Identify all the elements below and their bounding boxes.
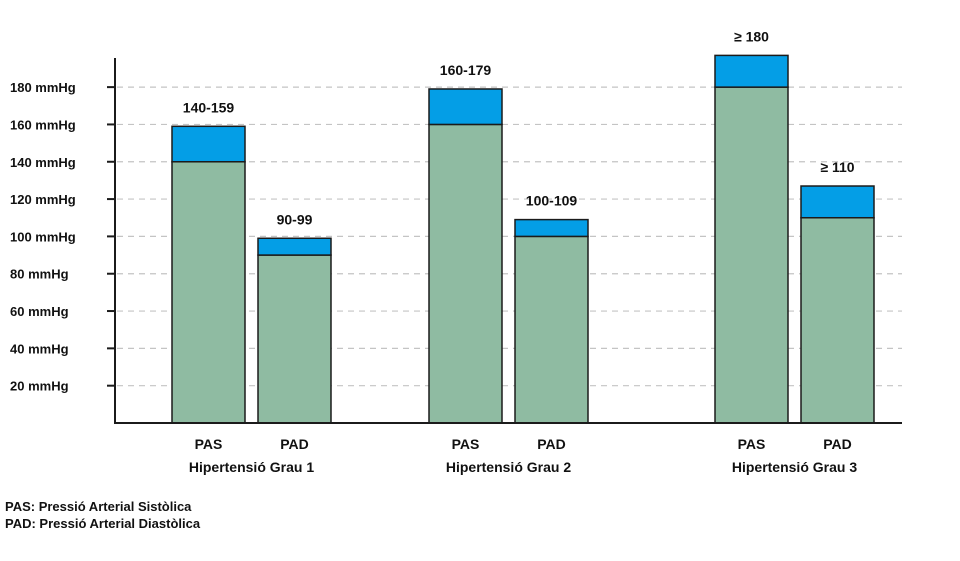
y-tick-label: 160 mmHg [10,117,76,132]
bar-base-segment [514,235,589,424]
y-tick-label: 80 mmHg [10,267,69,282]
data-label: 140-159 [183,99,235,115]
data-label: ≥ 180 [734,28,769,44]
y-tick-label: 120 mmHg [10,192,76,207]
bar-base-segment [428,123,503,424]
bar-range-segment [171,125,246,163]
bar-range-segment [257,237,332,256]
y-tick-label: 20 mmHg [10,379,69,394]
y-tick-label: 40 mmHg [10,341,69,356]
y-tick-label: 60 mmHg [10,304,69,319]
group-label: Hipertensió Grau 2 [446,459,571,475]
bar-range-segment [800,185,875,219]
note-pad: PAD: Pressió Arterial Diastòlica [5,516,201,531]
note-pas: PAS: Pressió Arterial Sistòlica [5,499,192,514]
group-label: Hipertensió Grau 1 [189,459,314,475]
data-label: ≥ 110 [820,159,854,175]
category-label: PAD [823,436,852,452]
bar-base-segment [714,86,789,424]
data-label: 100-109 [526,193,578,209]
y-tick-label: 100 mmHg [10,229,76,244]
category-label: PAD [537,436,566,452]
y-axis-ticks: 20 mmHg 40 mmHg 60 mmHg 80 mmHg 100 mmHg 120 … [10,80,115,394]
category-label: PAS [195,436,223,452]
category-label: PAD [280,436,309,452]
bar-base-segment [171,161,246,424]
y-tick-label: 140 mmHg [10,155,76,170]
bar-range-segment [714,54,789,88]
bar-range-segment [514,218,589,238]
data-label: 160-179 [440,62,492,78]
data-label: 90-99 [277,211,313,227]
x-axis-labels: PAS PAD Hipertensió Grau 1 PAS PAD Hipertensi… [189,436,857,475]
group-label: Hipertensió Grau 3 [732,459,857,475]
bar-range-segment [428,88,503,126]
abbreviation-notes: PAS: Pressió Arterial Sistòlica PAD: Pre… [5,498,200,532]
category-label: PAS [738,436,766,452]
bar-base-segment [800,216,875,424]
category-label: PAS [452,436,480,452]
y-tick-label: 180 mmHg [10,80,76,95]
bar-base-segment [257,254,332,424]
bars: 140-159 90-99 160-179 100-109 ≥ 180 ≥ 110 [171,28,875,424]
